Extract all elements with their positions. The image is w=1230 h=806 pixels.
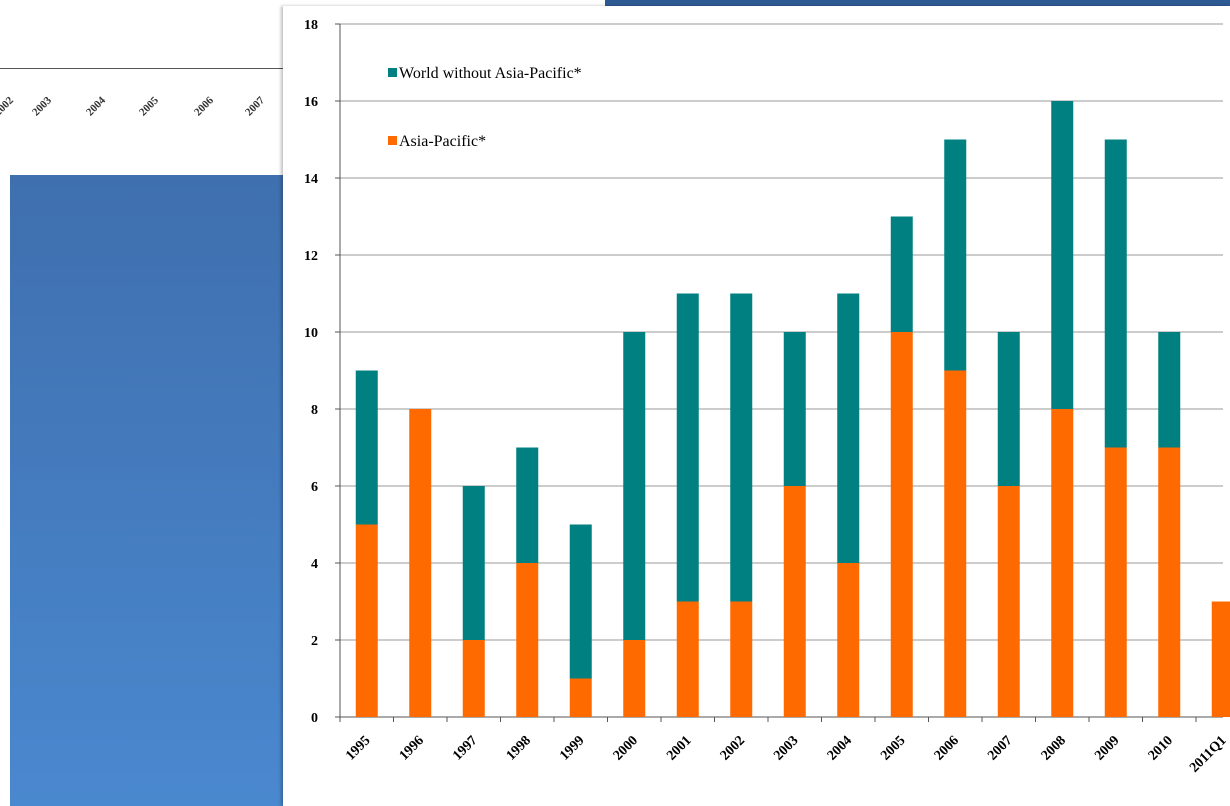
x-tick-label: 1997 bbox=[450, 733, 480, 763]
y-tick-label: 14 bbox=[304, 172, 318, 187]
x-tick-label: 2007 bbox=[985, 733, 1015, 763]
bar-segment-asia-pacific bbox=[730, 601, 753, 717]
background-tick-label: 2007 bbox=[243, 94, 268, 119]
bar-segment-asia-pacific bbox=[997, 486, 1020, 717]
background-tick-label: 2003 bbox=[30, 94, 55, 119]
bar-segment-world-without-asia-pacific bbox=[623, 332, 646, 640]
bar-segment-asia-pacific bbox=[676, 601, 699, 717]
background-blue-panel bbox=[0, 175, 290, 806]
y-tick-label: 4 bbox=[311, 557, 318, 572]
bar-segment-world-without-asia-pacific bbox=[1051, 101, 1074, 409]
bar-segment-asia-pacific bbox=[623, 640, 646, 717]
background-tick-label: 2002 bbox=[0, 94, 17, 119]
legend-swatch bbox=[388, 136, 397, 145]
background-tick-label: 2004 bbox=[84, 94, 109, 119]
y-tick-label: 8 bbox=[311, 403, 318, 418]
background-chart-strip: 2002 2003 2004 2005 2006 2007 bbox=[0, 0, 290, 175]
bar-segment-asia-pacific bbox=[1051, 409, 1074, 717]
bar-segment-asia-pacific bbox=[462, 640, 485, 717]
y-tick-label: 10 bbox=[304, 326, 318, 341]
y-tick-label: 16 bbox=[304, 95, 318, 110]
background-tick-label: 2006 bbox=[192, 94, 217, 119]
bar-segment-world-without-asia-pacific bbox=[516, 447, 539, 563]
x-tick-label: 2011Q1 bbox=[1187, 733, 1230, 776]
y-tick-label: 6 bbox=[311, 480, 318, 495]
bar-segment-world-without-asia-pacific bbox=[569, 524, 592, 679]
x-tick-label: 2000 bbox=[611, 733, 641, 763]
bar-segment-world-without-asia-pacific bbox=[944, 139, 967, 371]
bar-segment-world-without-asia-pacific bbox=[730, 293, 753, 602]
x-tick-label: 1998 bbox=[504, 733, 534, 763]
chart-panel: 0 2 4 6 8 10 12 14 16 18 1995 1996 1997 1998 1999 2000 2… bbox=[283, 6, 1230, 806]
legend-swatch bbox=[388, 68, 397, 77]
x-tick-label: 2004 bbox=[825, 733, 855, 763]
x-tick-label: 1999 bbox=[557, 733, 587, 763]
bar-segment-asia-pacific bbox=[355, 524, 378, 717]
y-tick-label: 12 bbox=[304, 249, 318, 264]
x-tick-label: 2010 bbox=[1146, 733, 1176, 763]
bar-segment-world-without-asia-pacific bbox=[1104, 139, 1127, 448]
bar-segment-world-without-asia-pacific bbox=[676, 293, 699, 602]
x-tick-label: 2005 bbox=[878, 733, 908, 763]
x-tick-label: 1995 bbox=[343, 733, 373, 763]
bar-segment-world-without-asia-pacific bbox=[1158, 332, 1181, 448]
legend-label: World without Asia-Pacific* bbox=[399, 65, 582, 82]
bar-segment-world-without-asia-pacific bbox=[890, 216, 913, 332]
y-tick-label: 2 bbox=[311, 634, 318, 649]
bar-segment-asia-pacific bbox=[837, 563, 860, 717]
x-tick-label: 2006 bbox=[932, 733, 962, 763]
bar-segment-world-without-asia-pacific bbox=[462, 486, 485, 640]
background-tick-label: 2005 bbox=[137, 94, 162, 119]
legend-label: Asia-Pacific* bbox=[399, 133, 486, 150]
bar-segment-asia-pacific bbox=[890, 332, 913, 717]
background-panel-border bbox=[0, 175, 10, 806]
bar-segment-asia-pacific bbox=[1158, 447, 1181, 717]
bar-segment-asia-pacific bbox=[569, 678, 592, 717]
bar-segment-asia-pacific bbox=[783, 486, 806, 717]
x-tick-label: 2003 bbox=[771, 733, 801, 763]
background-top-band bbox=[605, 0, 1230, 6]
bar-segment-world-without-asia-pacific bbox=[355, 370, 378, 525]
bar-segment-asia-pacific bbox=[1211, 601, 1230, 717]
y-tick-label: 18 bbox=[304, 18, 318, 33]
x-tick-label: 1996 bbox=[397, 733, 427, 763]
y-tick-label: 0 bbox=[311, 711, 318, 726]
bar-segment-asia-pacific bbox=[944, 370, 967, 717]
bar-segment-world-without-asia-pacific bbox=[837, 293, 860, 563]
bar-segment-asia-pacific bbox=[1104, 447, 1127, 717]
x-tick-label: 2001 bbox=[664, 733, 694, 763]
background-axis-line bbox=[0, 68, 290, 69]
stacked-bar-chart: 0 2 4 6 8 10 12 14 16 18 1995 1996 1997 1998 1999 2000 2… bbox=[304, 18, 1230, 776]
x-tick-label: 2002 bbox=[718, 733, 748, 763]
bar-segment-world-without-asia-pacific bbox=[997, 332, 1020, 486]
x-tick-label: 2009 bbox=[1092, 733, 1122, 763]
x-tick-label: 2008 bbox=[1039, 733, 1069, 763]
bar-segment-asia-pacific bbox=[409, 409, 432, 717]
bar-segment-asia-pacific bbox=[516, 563, 539, 717]
bar-segment-world-without-asia-pacific bbox=[783, 332, 806, 486]
